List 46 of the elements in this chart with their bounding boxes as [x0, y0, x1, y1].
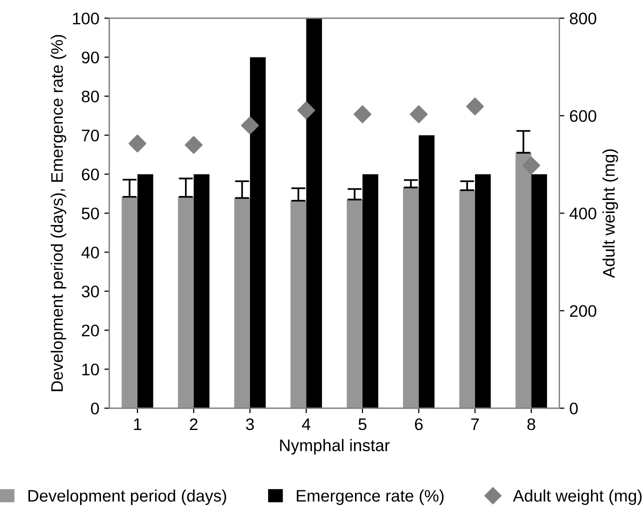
bar — [516, 152, 532, 408]
y2-tick-label: 600 — [570, 110, 596, 122]
point — [241, 116, 259, 134]
y2-axis-title: Adult weight (mg) — [602, 149, 618, 278]
y-tick-label: 90 — [82, 52, 99, 64]
x-tick-label: 8 — [527, 418, 536, 430]
bar — [122, 196, 138, 408]
legend-label: Adult weight (mg) — [512, 489, 642, 505]
point — [184, 136, 203, 154]
point — [466, 98, 484, 116]
bar — [290, 200, 306, 408]
x-tick-label: 3 — [246, 418, 254, 430]
x-axis-title: Nymphal instar — [280, 439, 390, 455]
y2-tick-label: 200 — [570, 305, 596, 317]
y2-tick-label: 400 — [570, 208, 596, 220]
y-tick-label: 10 — [82, 364, 99, 376]
legend-label: Development period (days) — [28, 489, 226, 505]
legend-label: Emergence rate (%) — [296, 489, 444, 505]
bar — [178, 196, 194, 408]
y-tick-label: 80 — [82, 90, 99, 102]
point — [297, 101, 316, 120]
y-tick-label: 60 — [82, 168, 99, 180]
x-tick-label: 5 — [358, 418, 366, 430]
bar — [346, 200, 362, 408]
y-tick-label: 100 — [73, 12, 99, 24]
y-tick-label: 20 — [82, 324, 99, 336]
x-tick-label: 7 — [471, 418, 479, 430]
x-tick-label: 2 — [190, 418, 198, 430]
x-tick-label: 4 — [302, 418, 310, 430]
y2-tick-label: 800 — [570, 12, 596, 24]
point — [128, 134, 146, 152]
y-tick-label: 30 — [82, 286, 99, 298]
x-tick-label: 1 — [134, 418, 142, 430]
point — [410, 105, 428, 124]
bar — [234, 198, 250, 408]
y-tick-label: 0 — [90, 402, 99, 414]
bar — [459, 190, 476, 408]
y-tick-label: 50 — [82, 208, 99, 220]
x-tick-label: 6 — [414, 418, 423, 430]
bar — [403, 187, 419, 408]
y-tick-label: 40 — [81, 246, 99, 258]
y2-tick-label: 0 — [570, 402, 578, 414]
point — [522, 156, 540, 174]
y-axis-title: Development period (days), Emergence rate (%) — [50, 34, 66, 392]
point — [354, 105, 372, 124]
y-tick-label: 70 — [82, 130, 99, 142]
